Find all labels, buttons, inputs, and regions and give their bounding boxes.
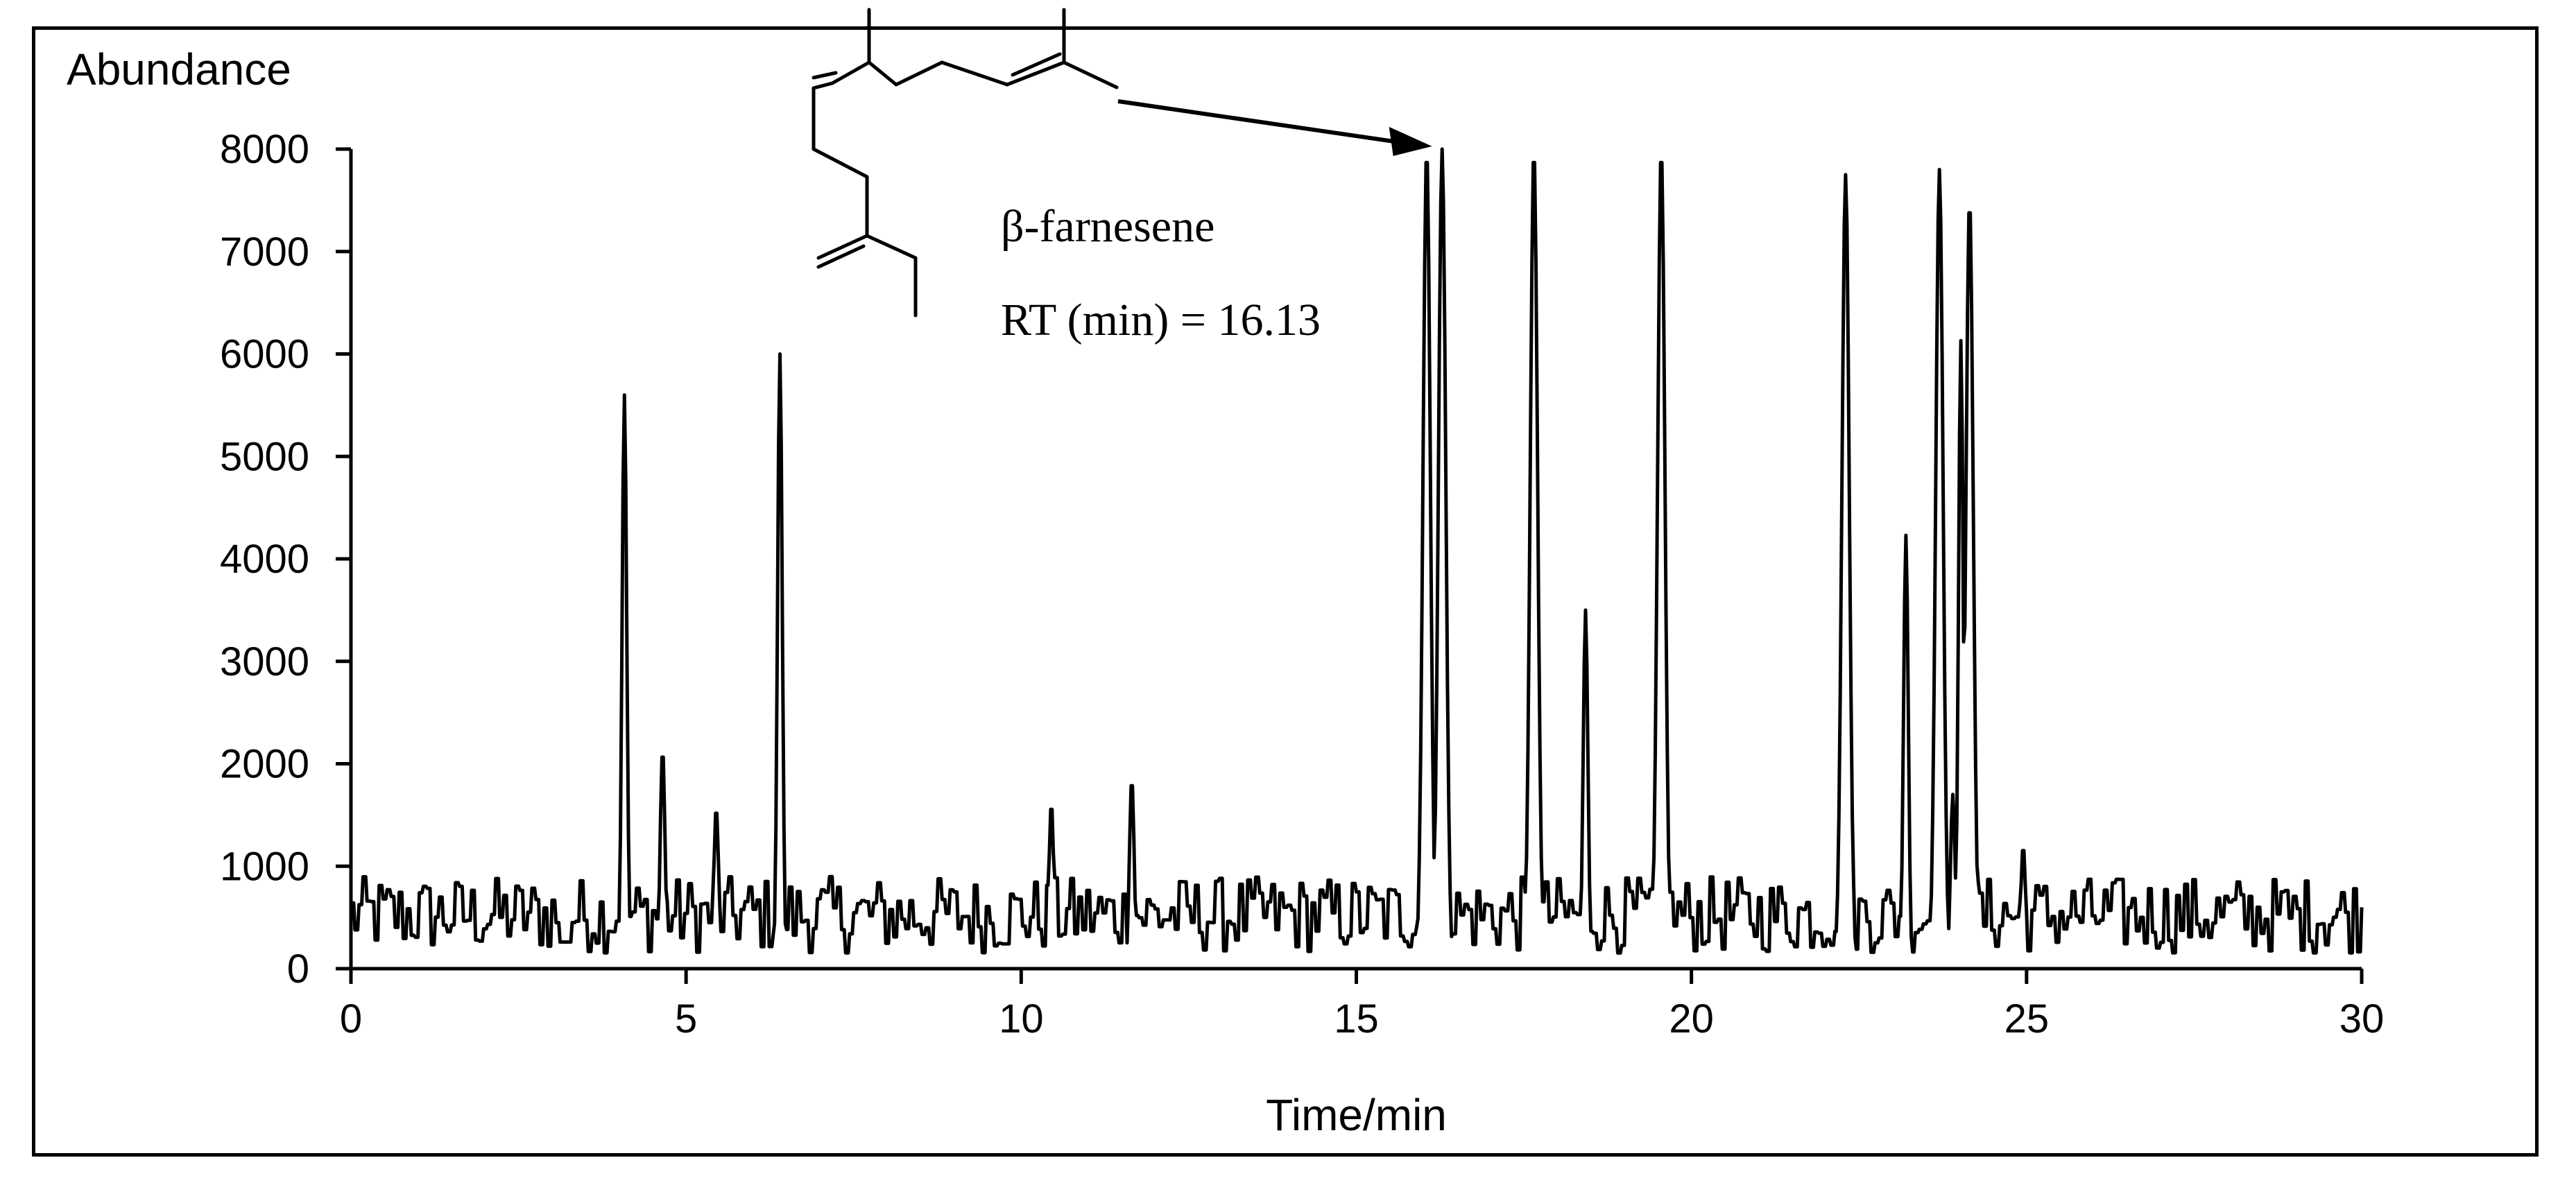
trace-layer — [350, 147, 2364, 955]
x-tick-label: 10 — [999, 996, 1044, 1041]
y-tick-label: 6000 — [220, 332, 309, 377]
x-tick-label: 0 — [340, 996, 362, 1041]
x-tick-label: 20 — [1669, 996, 1714, 1041]
annotation-arrow-shaft — [1117, 99, 1395, 144]
x-axis-title: Time/min — [1266, 1090, 1447, 1140]
annotation-layer: β-farnesene RT (min) = 16.13 — [1001, 99, 1432, 345]
y-tick-label: 8000 — [220, 127, 309, 172]
farnesene-structure-diagram — [812, 8, 1119, 318]
y-tick-label: 7000 — [220, 230, 309, 275]
y-axis-title: Abundance — [67, 44, 291, 94]
x-tick-label: 25 — [2004, 996, 2050, 1041]
annotation-arrowhead — [1389, 127, 1432, 156]
compound-name-label: β-farnesene — [1001, 201, 1214, 252]
y-tick-label: 2000 — [220, 742, 309, 787]
y-tick-label: 3000 — [220, 639, 309, 684]
axes-layer: 0 1000 2000 3000 4000 5000 6000 7000 8000 0 5 10 15 2… — [67, 44, 2384, 1140]
y-tick-label: 0 — [287, 946, 309, 992]
y-tick-label: 1000 — [220, 844, 309, 889]
y-tick-label: 4000 — [220, 537, 309, 582]
chromatogram-trace — [350, 147, 2364, 955]
y-tick-label: 5000 — [220, 434, 309, 479]
retention-time-label: RT (min) = 16.13 — [1001, 295, 1321, 345]
x-tick-label: 15 — [1334, 996, 1379, 1041]
x-tick-label: 30 — [2339, 996, 2385, 1041]
x-tick-label: 5 — [675, 996, 697, 1041]
